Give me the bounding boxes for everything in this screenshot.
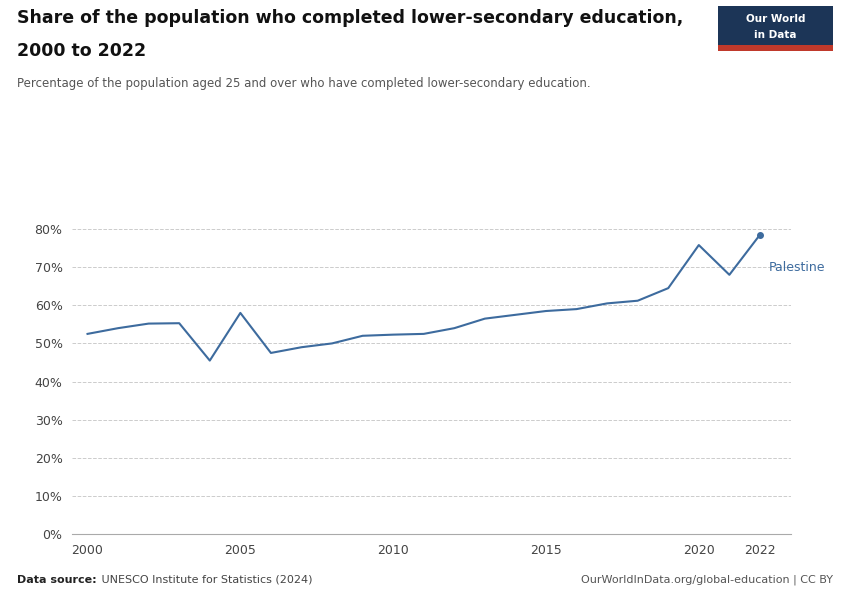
Text: Our World: Our World	[746, 14, 805, 23]
Text: Percentage of the population aged 25 and over who have completed lower-secondary: Percentage of the population aged 25 and…	[17, 77, 591, 90]
Text: in Data: in Data	[755, 30, 796, 40]
Text: Palestine: Palestine	[769, 260, 825, 274]
Text: OurWorldInData.org/global-education | CC BY: OurWorldInData.org/global-education | CC…	[581, 575, 833, 585]
Text: UNESCO Institute for Statistics (2024): UNESCO Institute for Statistics (2024)	[98, 575, 312, 585]
Text: 2000 to 2022: 2000 to 2022	[17, 42, 146, 60]
Text: Data source:: Data source:	[17, 575, 97, 585]
Text: Share of the population who completed lower-secondary education,: Share of the population who completed lo…	[17, 9, 683, 27]
